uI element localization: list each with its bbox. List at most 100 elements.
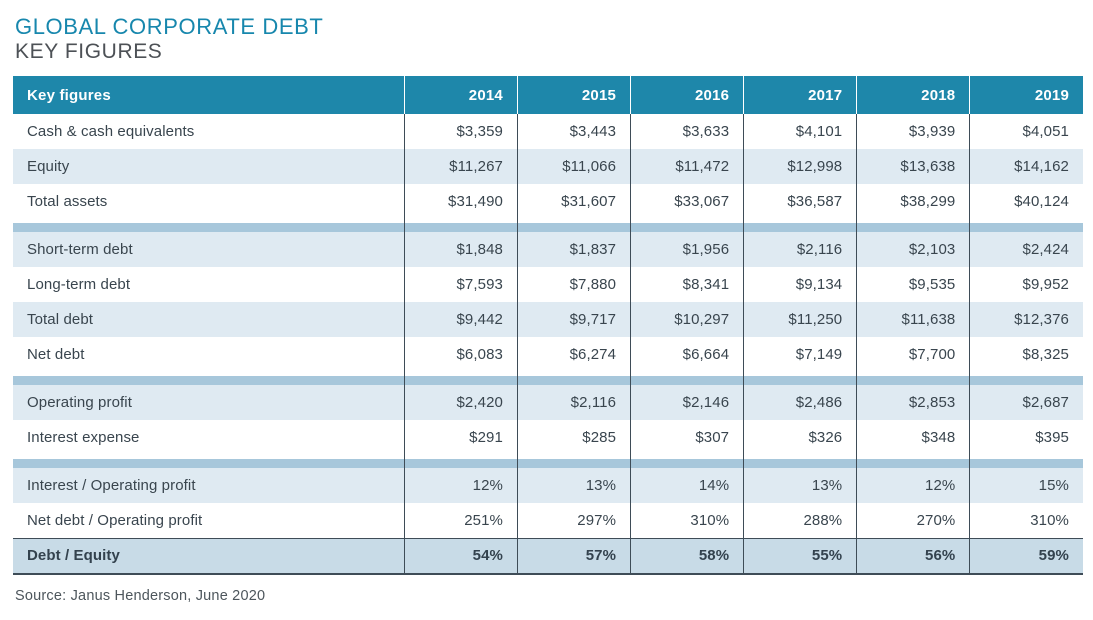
separator-cell (403, 372, 518, 377)
separator-cell (856, 219, 970, 224)
value-cell: 15% (969, 468, 1083, 504)
value-cell: 13% (516, 468, 631, 504)
row-label-cell: Long-term debt (13, 267, 405, 303)
separator-cell (630, 459, 744, 469)
separator-cell (403, 219, 518, 224)
value-cell: $2,853 (856, 385, 970, 421)
table-row-equity: Equity $11,267 $11,066 $11,472 $12,998 $… (13, 149, 1083, 185)
value-cell: $3,443 (516, 114, 631, 150)
separator-cell (856, 372, 970, 377)
section-separator-gap (13, 455, 1083, 460)
separator-cell (13, 455, 405, 460)
row-label-cell: Total debt (13, 302, 405, 338)
separator-cell (630, 223, 744, 233)
separator-cell (516, 223, 631, 233)
value-cell: $2,116 (516, 385, 631, 421)
value-cell: $38,299 (856, 184, 970, 220)
table-row-netdebt-operating-profit: Net debt / Operating profit 251% 297% 31… (13, 503, 1083, 539)
value-cell: $14,162 (969, 149, 1083, 185)
key-figures-table: Key figures 2014 2015 2016 2017 2018 201… (13, 76, 1083, 576)
separator-cell (856, 376, 970, 386)
value-cell: 310% (630, 503, 744, 539)
separator-cell (969, 219, 1083, 224)
separator-cell (516, 376, 631, 386)
value-cell: 57% (516, 537, 631, 576)
value-cell: $12,998 (743, 149, 857, 185)
source-note: Source: Janus Henderson, June 2020 (15, 588, 266, 605)
page-title: GLOBAL CORPORATE DEBT (15, 14, 324, 39)
separator-cell (516, 219, 631, 224)
value-cell: $4,051 (969, 114, 1083, 150)
table-row-interest-operating-profit: Interest / Operating profit 12% 13% 14% … (13, 468, 1083, 504)
row-label-cell: Equity (13, 149, 405, 185)
separator-cell (969, 223, 1083, 233)
header-year-2017: 2017 (743, 76, 857, 115)
table-row-total-assets: Total assets $31,490 $31,607 $33,067 $36… (13, 184, 1083, 220)
separator-cell (969, 459, 1083, 469)
separator-cell (743, 219, 857, 224)
value-cell: 12% (856, 468, 970, 504)
page: GLOBAL CORPORATE DEBT KEY FIGURES Key fi… (13, 14, 1083, 605)
separator-cell (403, 223, 518, 233)
header-year-2016: 2016 (630, 76, 744, 115)
value-cell: $2,424 (969, 232, 1083, 268)
value-cell: $6,274 (516, 337, 631, 373)
separator-cell (403, 459, 518, 469)
value-cell: 59% (969, 537, 1083, 576)
table-row-long-term-debt: Long-term debt $7,593 $7,880 $8,341 $9,1… (13, 267, 1083, 303)
value-cell: 310% (969, 503, 1083, 539)
header-year-2015: 2015 (516, 76, 631, 115)
value-cell: $2,687 (969, 385, 1083, 421)
value-cell: $7,700 (856, 337, 970, 373)
value-cell: $3,633 (630, 114, 744, 150)
separator-cell (403, 455, 518, 460)
separator-cell (13, 219, 405, 224)
separator-cell (13, 372, 405, 377)
section-separator-gap (13, 219, 1083, 224)
row-label-cell: Short-term debt (13, 232, 405, 268)
value-cell: $326 (743, 420, 857, 456)
row-label-cell: Debt / Equity (13, 537, 405, 576)
value-cell: $6,664 (630, 337, 744, 373)
value-cell: 13% (743, 468, 857, 504)
value-cell: $1,848 (403, 232, 518, 268)
table-row-net-debt: Net debt $6,083 $6,274 $6,664 $7,149 $7,… (13, 337, 1083, 373)
table-row-debt-equity: Debt / Equity 54% 57% 58% 55% 56% 59% (13, 537, 1083, 576)
value-cell: 58% (630, 537, 744, 576)
row-label-cell: Operating profit (13, 385, 405, 421)
table-row-operating-profit: Operating profit $2,420 $2,116 $2,146 $2… (13, 385, 1083, 421)
separator-cell (743, 223, 857, 233)
value-cell: $307 (630, 420, 744, 456)
value-cell: $11,638 (856, 302, 970, 338)
value-cell: $3,939 (856, 114, 970, 150)
value-cell: $395 (969, 420, 1083, 456)
value-cell: $11,267 (403, 149, 518, 185)
value-cell: $7,880 (516, 267, 631, 303)
value-cell: 56% (856, 537, 970, 576)
row-label-cell: Net debt (13, 337, 405, 373)
separator-cell (516, 459, 631, 469)
separator-cell (743, 459, 857, 469)
value-cell: $291 (403, 420, 518, 456)
value-cell: $9,717 (516, 302, 631, 338)
value-cell: $285 (516, 420, 631, 456)
separator-cell (969, 455, 1083, 460)
table-row-total-debt: Total debt $9,442 $9,717 $10,297 $11,250… (13, 302, 1083, 338)
separator-cell (743, 455, 857, 460)
separator-cell (969, 372, 1083, 377)
separator-cell (969, 376, 1083, 386)
value-cell: 288% (743, 503, 857, 539)
value-cell: $4,101 (743, 114, 857, 150)
value-cell: $2,116 (743, 232, 857, 268)
value-cell: $9,134 (743, 267, 857, 303)
header-year-2018: 2018 (856, 76, 970, 115)
header-year-2014: 2014 (403, 76, 518, 115)
value-cell: $9,442 (403, 302, 518, 338)
value-cell: $11,066 (516, 149, 631, 185)
value-cell: $10,297 (630, 302, 744, 338)
separator-cell (743, 372, 857, 377)
value-cell: $1,837 (516, 232, 631, 268)
value-cell: $12,376 (969, 302, 1083, 338)
value-cell: $11,250 (743, 302, 857, 338)
value-cell: $11,472 (630, 149, 744, 185)
